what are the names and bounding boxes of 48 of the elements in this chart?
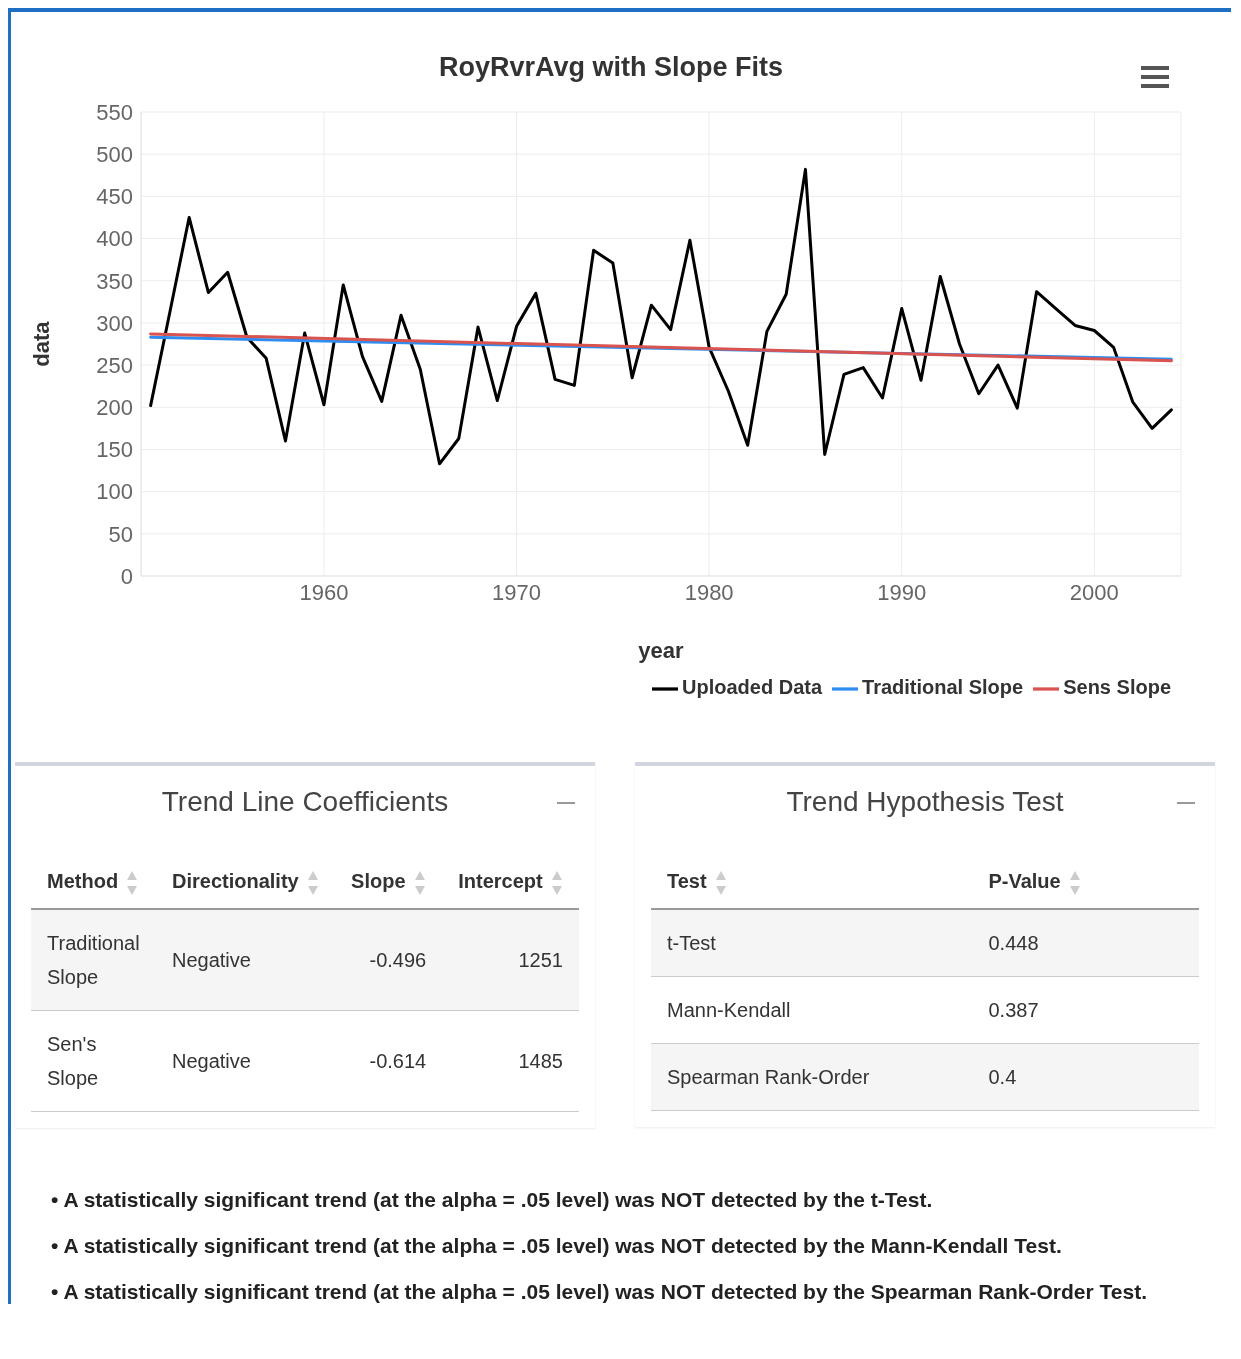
- x-axis-title: year: [638, 638, 685, 663]
- y-tick-label: 300: [96, 310, 133, 336]
- x-tick-label: 1980: [684, 579, 734, 605]
- x-tick-label: 1970: [492, 579, 542, 605]
- x-tick-label: 1960: [299, 579, 349, 605]
- text: -0.614: [335, 1010, 443, 1112]
- y-tick-label: 350: [96, 268, 133, 294]
- text: t-Test: [651, 909, 973, 977]
- text: Negative: [155, 909, 336, 1011]
- text: 0.448: [972, 909, 1199, 977]
- legend-label: Traditional Slope: [862, 676, 1024, 699]
- text: Test: [651, 858, 973, 909]
- x-tick-label: 2000: [1069, 579, 1119, 605]
- y-tick-label: 200: [96, 395, 133, 421]
- text: Intercept: [442, 858, 579, 909]
- y-axis-title: data: [28, 320, 54, 367]
- text: • A statistically significant trend (at the alpha = .05 level) was NOT detected by the Spearman Rank-Order Test.: [51, 1280, 1148, 1304]
- y-tick-label: 550: [96, 99, 133, 125]
- text: Traditional Slope: [31, 909, 156, 1011]
- text: Mann-Kendall: [651, 976, 973, 1044]
- y-tick-label: 450: [96, 184, 133, 210]
- text: Spearman Rank-Order: [651, 1043, 973, 1111]
- text: Directionality: [155, 858, 336, 909]
- y-tick-label: 50: [108, 521, 133, 547]
- text: Negative: [155, 1010, 336, 1112]
- text: • A statistically significant trend (at the alpha = .05 level) was NOT detected by the Mann-Kendall Test.: [51, 1234, 1063, 1258]
- text: • A statistically significant trend (at the alpha = .05 level) was NOT detected by the t-Test.: [51, 1188, 934, 1212]
- text: 1485: [442, 1010, 579, 1112]
- y-tick-label: 150: [96, 437, 133, 463]
- text: Trend Line Coefficients: [160, 785, 450, 819]
- text: Trend Hypothesis Test: [785, 785, 1065, 819]
- text: Slope: [335, 858, 443, 909]
- x-tick-label: 1990: [877, 579, 927, 605]
- legend-label: Uploaded Data: [682, 676, 823, 699]
- chart-title: RoyRvrAvg with Slope Fits: [437, 51, 784, 84]
- text: 0.4: [972, 1043, 1199, 1111]
- text: -0.496: [335, 909, 443, 1011]
- text: P-Value: [972, 858, 1199, 909]
- text: 1251: [442, 909, 579, 1011]
- y-tick-label: 400: [96, 226, 133, 252]
- text: 0.387: [972, 976, 1199, 1044]
- y-tick-label: 250: [96, 352, 133, 378]
- y-tick-label: 500: [96, 141, 133, 167]
- y-tick-label: 0: [120, 563, 133, 589]
- y-tick-label: 100: [96, 479, 133, 505]
- text: Sen's Slope: [31, 1010, 156, 1112]
- text: Method: [31, 858, 156, 909]
- legend-label: Sens Slope: [1063, 676, 1171, 699]
